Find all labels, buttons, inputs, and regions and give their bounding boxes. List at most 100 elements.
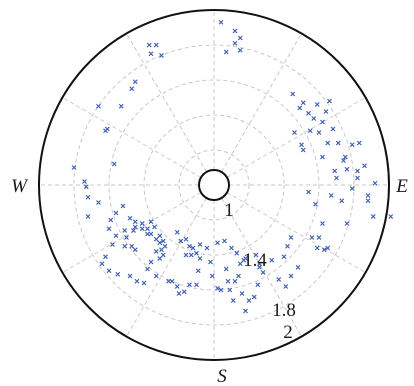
data-point (260, 270, 266, 275)
data-point (108, 217, 114, 223)
grid-spoke (221, 33, 302, 173)
data-point (288, 273, 294, 279)
data-point (288, 235, 294, 240)
data-point (372, 180, 378, 186)
data-point (71, 165, 77, 170)
data-point (253, 252, 259, 258)
data-point (157, 233, 163, 239)
data-point (106, 268, 112, 274)
center-hole (198, 169, 230, 201)
data-point (365, 198, 371, 204)
data-point (232, 40, 238, 46)
data-point (103, 128, 108, 134)
data-point (306, 110, 311, 116)
data-point (388, 214, 394, 219)
grid-ring (143, 114, 285, 256)
grid-spoke (226, 192, 366, 273)
data-point (355, 175, 360, 181)
data-point (349, 186, 355, 191)
grid-spoke (62, 97, 202, 178)
data-point (309, 235, 315, 240)
data-point (190, 245, 196, 251)
data-point (314, 245, 320, 251)
data-point (153, 249, 159, 254)
data-point (99, 261, 105, 267)
data-point (208, 259, 213, 265)
data-point (292, 130, 297, 135)
grid-ring (73, 44, 355, 326)
outer-boundary (38, 9, 390, 361)
data-point (342, 154, 348, 160)
data-point (148, 51, 154, 57)
data-point (96, 200, 101, 205)
data-point (239, 291, 245, 296)
data-point (300, 100, 306, 106)
data-point (251, 294, 257, 300)
data-point (328, 193, 334, 198)
data-point (188, 252, 194, 258)
data-point (276, 277, 282, 282)
data-point (290, 91, 296, 97)
data-point (148, 219, 154, 225)
data-point (194, 282, 199, 288)
data-point (320, 221, 325, 226)
data-point (159, 53, 164, 58)
data-point (311, 116, 317, 121)
data-point (197, 256, 203, 261)
data-point (234, 250, 240, 256)
data-point (365, 193, 371, 198)
grid-spoke (221, 197, 302, 337)
data-point (241, 257, 247, 263)
data-point (230, 298, 236, 303)
data-point (325, 245, 331, 251)
data-point (127, 273, 133, 279)
data-point (320, 119, 325, 125)
data-point (139, 221, 145, 226)
grid-spoke (226, 97, 366, 178)
data-point (316, 235, 322, 240)
data-point (257, 264, 262, 270)
data-point (332, 168, 338, 174)
data-point (237, 47, 243, 53)
data-point (122, 228, 128, 233)
data-point (178, 238, 184, 244)
data-point (285, 243, 290, 249)
data-point (344, 221, 350, 226)
data-point (237, 261, 243, 267)
data-point (183, 236, 189, 242)
data-point (96, 103, 101, 109)
data-point (113, 210, 119, 216)
data-point (132, 224, 138, 230)
data-point (281, 254, 287, 260)
data-point (85, 194, 91, 200)
data-point (148, 231, 154, 237)
data-point (83, 184, 89, 190)
data-point (181, 289, 187, 295)
data-point (132, 79, 138, 85)
data-point (334, 175, 339, 181)
data-point (327, 98, 332, 104)
data-point (299, 142, 304, 148)
data-point (124, 235, 129, 240)
data-points (71, 19, 394, 314)
data-point (85, 214, 91, 219)
data-point (362, 163, 367, 169)
data-point (306, 189, 311, 195)
data-point (120, 203, 126, 209)
data-point (295, 264, 301, 270)
data-point (314, 102, 320, 107)
data-point (321, 247, 327, 253)
data-point (269, 257, 275, 263)
data-point (356, 140, 362, 146)
data-point (152, 224, 157, 230)
data-point (197, 242, 203, 247)
compass-label-south: S (217, 366, 227, 386)
data-point (335, 140, 341, 146)
data-point (300, 147, 306, 153)
data-point (209, 273, 215, 279)
data-point (204, 245, 210, 251)
grid-spoke (126, 197, 207, 337)
data-point (330, 126, 336, 132)
data-point (225, 278, 231, 284)
data-point (160, 238, 166, 244)
